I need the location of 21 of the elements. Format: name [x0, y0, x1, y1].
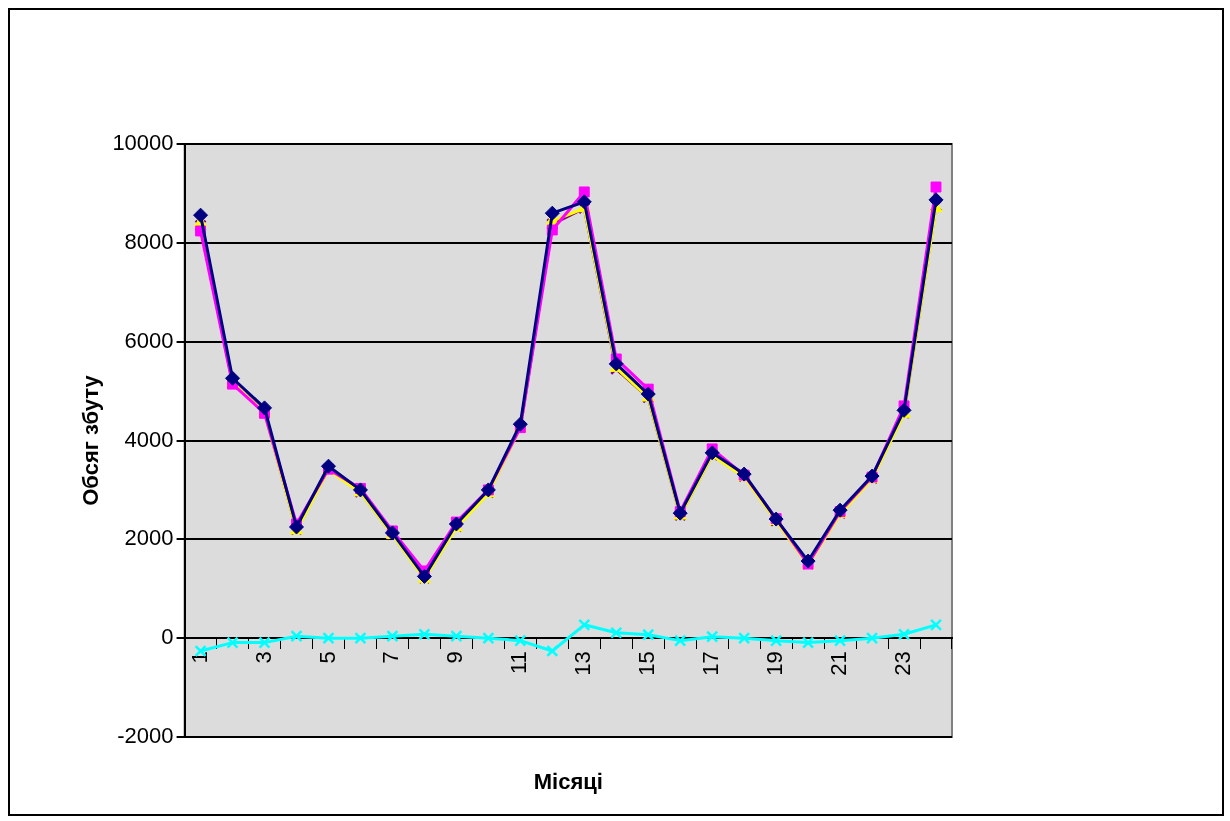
x-tick-label: 11 [506, 651, 532, 675]
x-tick-label: 19 [762, 651, 788, 676]
y-tick-label: 6000 [124, 327, 174, 353]
y-tick-label: 10000 [112, 130, 174, 156]
x-tick-label: 3 [250, 651, 276, 664]
x-tick-label: 21 [826, 651, 852, 676]
y-tick-label: 2000 [124, 525, 174, 551]
x-axis-title: Місяці [533, 769, 603, 795]
x-tick-label: 15 [634, 651, 660, 676]
x-tick-label: 9 [442, 651, 468, 664]
y-axis-title: Обсяг збуту [78, 374, 104, 506]
x-tick-label: 1 [186, 651, 212, 664]
x-tick-label: 17 [698, 651, 724, 676]
y-tick-label: 0 [161, 624, 174, 650]
x-tick-label: 7 [378, 651, 404, 664]
x-tick-label: 5 [314, 651, 340, 664]
y-tick-label: 4000 [124, 426, 174, 452]
x-tick-label: 23 [890, 651, 916, 676]
y-tick-label: -2000 [117, 723, 174, 749]
y-tick-label: 8000 [124, 228, 174, 254]
x-tick-label: 13 [570, 651, 596, 676]
